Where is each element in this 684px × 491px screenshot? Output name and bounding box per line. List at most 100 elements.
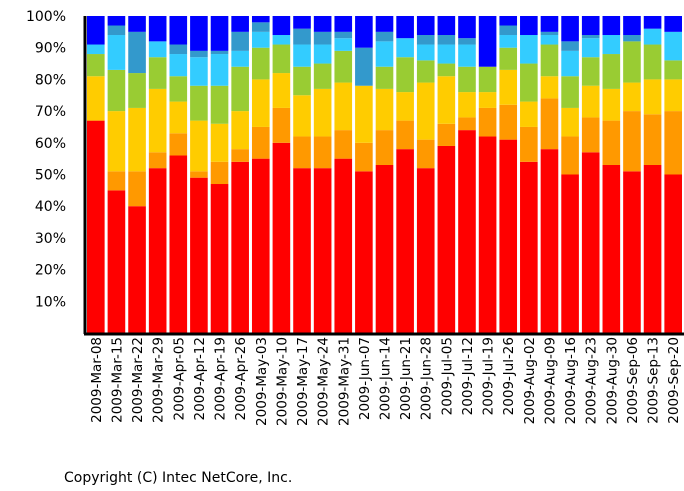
- bar-segment-19-1: [478, 107, 497, 137]
- bar-segment-19-2: [478, 92, 497, 108]
- bar-segment-16-6: [416, 16, 435, 36]
- bar-segment-9-2: [272, 73, 291, 108]
- bar-segment-0-0: [87, 120, 105, 333]
- x-tick-label: 2009-Mar-22: [130, 337, 146, 423]
- bar-segment-1-0: [107, 190, 126, 333]
- bar-segment-15-4: [396, 38, 414, 58]
- bar-segment-12-3: [334, 50, 353, 83]
- bar-segment-11-6: [313, 16, 332, 32]
- x-tick-label: 2009-Mar-29: [151, 337, 167, 423]
- bar-segment-8-2: [251, 79, 270, 127]
- bar-segment-17-5: [437, 35, 456, 45]
- y-tick-label-100: 100%: [26, 9, 66, 25]
- bar-segment-22-1: [540, 98, 559, 150]
- bar-segment-23-2: [561, 107, 579, 137]
- bar-segment-7-3: [231, 66, 249, 112]
- x-tick-label: 2009-May-17: [295, 337, 311, 426]
- bar-segment-25-0: [602, 164, 621, 333]
- bar-segment-26-0: [623, 171, 641, 333]
- bar-segment-23-6: [561, 16, 579, 42]
- bar-segment-8-0: [251, 158, 270, 333]
- bar-segment-0-2: [87, 76, 105, 121]
- bar-segment-3-2: [148, 88, 167, 153]
- bar-segment-22-0: [540, 149, 559, 333]
- bar-segment-27-0: [643, 164, 662, 333]
- bar-segment-7-4: [231, 50, 249, 67]
- bar-segment-24-0: [581, 152, 600, 333]
- bar-segment-19-6: [478, 16, 497, 67]
- stacked-percent-bar-chart: 10% 20% 30% 40% 50% 60% 70% 80% 90% 100% 2009-Mar-…: [26, 9, 684, 426]
- bar-segment-1-5: [107, 25, 126, 36]
- bar-segment-5-1: [190, 171, 208, 178]
- bar-segment-28-3: [664, 60, 682, 80]
- bar-segment-17-4: [437, 44, 456, 64]
- bar-segment-13-5: [355, 47, 373, 86]
- bar-segment-5-6: [190, 16, 208, 51]
- bar-segment-16-5: [416, 35, 435, 45]
- bar-segment-6-5: [210, 50, 229, 55]
- bar-segment-14-5: [375, 31, 394, 42]
- bar-segment-27-1: [643, 114, 662, 165]
- bar-segment-18-6: [458, 16, 476, 39]
- bar-segment-17-3: [437, 63, 456, 77]
- bar-segment-13-1: [355, 142, 373, 172]
- bar-segment-4-0: [169, 155, 188, 333]
- y-tick-label-40: 40%: [35, 199, 66, 215]
- x-tick-label: 2009-May-31: [336, 337, 352, 426]
- bar-segment-22-4: [540, 35, 559, 45]
- bar-segment-26-1: [623, 111, 641, 172]
- bar-segment-4-2: [169, 101, 188, 134]
- bar-segment-16-3: [416, 60, 435, 83]
- bar-segment-9-3: [272, 44, 291, 74]
- bar-segment-6-2: [210, 123, 229, 162]
- x-tick-label: 2009-Jul-26: [501, 337, 517, 415]
- y-tick-label-50: 50%: [35, 168, 66, 184]
- bar-segment-0-4: [87, 44, 105, 55]
- bar-segment-28-6: [664, 16, 682, 32]
- x-tick-label: 2009-Mar-08: [89, 337, 105, 423]
- bar-segment-24-5: [581, 35, 600, 39]
- bar-segment-9-6: [272, 16, 291, 36]
- bar-segment-14-3: [375, 66, 394, 89]
- bar-segment-6-4: [210, 54, 229, 86]
- y-tick-label-20: 20%: [35, 263, 66, 279]
- bar-segment-11-5: [313, 31, 332, 45]
- bar-segment-20-3: [499, 47, 518, 70]
- bar-segment-0-6: [87, 16, 105, 45]
- x-tick-label: 2009-Jul-05: [439, 337, 455, 415]
- bar-segment-17-2: [437, 76, 456, 124]
- bar-segment-11-4: [313, 44, 332, 64]
- bar-segment-20-1: [499, 104, 518, 140]
- x-tick-label: 2009-Apr-19: [213, 337, 229, 420]
- bar-segment-7-5: [231, 31, 249, 51]
- bar-segment-16-2: [416, 82, 435, 140]
- bar-segment-6-3: [210, 85, 229, 124]
- x-tick-label: 2009-Apr-26: [233, 337, 249, 420]
- bar-segment-5-3: [190, 85, 208, 121]
- bar-segment-23-5: [561, 41, 579, 51]
- bar-segment-1-4: [107, 35, 126, 70]
- bar-segment-20-6: [499, 16, 518, 26]
- x-tick-label: 2009-Jun-07: [357, 337, 373, 420]
- bar-segment-18-3: [458, 66, 476, 93]
- x-tick-label: 2009-May-24: [316, 337, 332, 426]
- bar-segment-11-1: [313, 136, 332, 169]
- bar-segment-2-2: [128, 107, 146, 172]
- bar-segment-1-6: [107, 16, 126, 26]
- bar-segment-14-0: [375, 164, 394, 333]
- x-tick-label: 2009-Apr-05: [171, 337, 187, 420]
- bar-segment-27-3: [643, 44, 662, 80]
- x-tick-label: 2009-Mar-15: [109, 337, 125, 423]
- bar-segment-5-2: [190, 120, 208, 172]
- bar-segment-24-4: [581, 38, 600, 58]
- bar-segment-12-4: [334, 38, 353, 51]
- bar-segment-2-1: [128, 171, 146, 207]
- y-tick-label-30: 30%: [35, 231, 66, 247]
- bar-segment-17-1: [437, 123, 456, 146]
- bar-segment-4-6: [169, 16, 188, 45]
- bar-segment-17-0: [437, 145, 456, 333]
- bar-segment-12-0: [334, 158, 353, 333]
- bar-segment-12-1: [334, 130, 353, 159]
- x-tick-label: 2009-Aug-09: [543, 337, 559, 424]
- y-tick-label-10: 10%: [35, 294, 66, 310]
